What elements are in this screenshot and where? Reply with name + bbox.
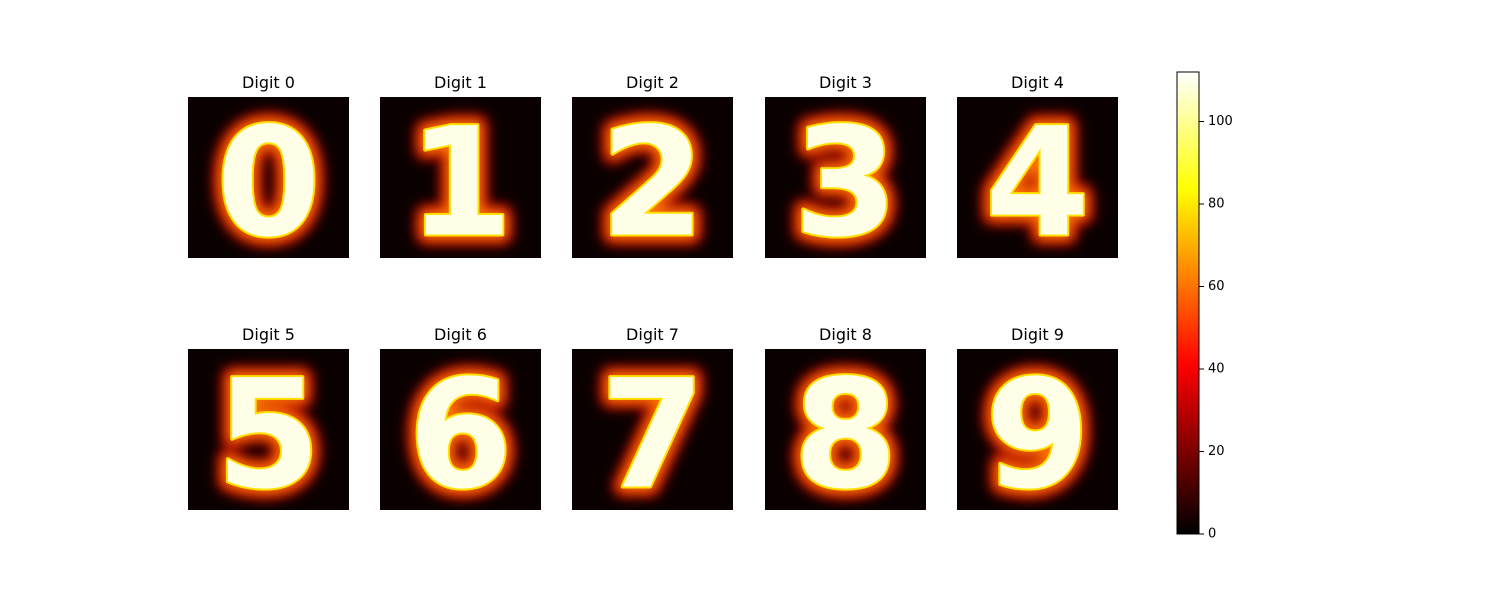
colorbar-tick-label: 60: [1208, 279, 1225, 294]
digit-glow-core: 6: [408, 349, 512, 523]
heatmap-background: [380, 349, 541, 510]
digit-glow-mid: 7: [600, 349, 704, 523]
heatmap-background: [188, 349, 349, 510]
heatmap-background: [380, 97, 541, 258]
heatmap-background: [765, 349, 926, 510]
digit-glow-mid: 1: [408, 97, 512, 271]
digit-glow-mid: 4: [985, 97, 1089, 271]
digit-glow-hot: 9: [985, 349, 1089, 523]
digit-glow-core: 7: [600, 349, 704, 523]
colorbar-gradient: [1176, 71, 1200, 535]
heatmap-background: [572, 349, 733, 510]
panel-title: Digit 8: [819, 325, 872, 344]
digit-glow-core: 4: [985, 97, 1089, 271]
digit-glow-hot: 0: [216, 97, 320, 271]
digit-glow-hot: 6: [408, 349, 512, 523]
panel-title: Digit 1: [434, 73, 487, 92]
digit-glow-hot: 7: [600, 349, 704, 523]
digit-glow-mid: 0: [216, 97, 320, 271]
digit-glow-hot: 4: [985, 97, 1089, 271]
panel-title: Digit 9: [1011, 325, 1064, 344]
digit-glow-outer: 4: [985, 97, 1089, 271]
colorbar-tick-label: 100: [1208, 114, 1233, 129]
digit-glow-outer: 6: [408, 349, 512, 523]
panel-title: Digit 3: [819, 73, 872, 92]
digit-glow-hot: 8: [793, 349, 897, 523]
digit-glow-mid: 6: [408, 349, 512, 523]
digit-glow-core: 1: [408, 97, 512, 271]
panel-title: Digit 7: [626, 325, 679, 344]
panel-title: Digit 2: [626, 73, 679, 92]
heatmap-background: [957, 349, 1118, 510]
digit-glow-outer: 2: [600, 97, 704, 271]
colorbar-ticks: 0 20 40 60 80 100: [1199, 114, 1233, 542]
panel-title: Digit 4: [1011, 73, 1064, 92]
digit-glow-hot: 3: [793, 97, 897, 271]
digit-glow-core: 5: [216, 349, 320, 523]
digit-glow-core: 0: [216, 97, 320, 271]
digit-glow-core: 8: [793, 349, 897, 523]
digit-glow-outer: 1: [408, 97, 512, 271]
digit-glow-outer: 5: [216, 349, 320, 523]
heatmap-background: [765, 97, 926, 258]
digit-glow-mid: 5: [216, 349, 320, 523]
panel-title: Digit 6: [434, 325, 487, 344]
panel-title: Digit 5: [242, 325, 295, 344]
heatmap-background: [188, 97, 349, 258]
digit-glow-hot: 5: [216, 349, 320, 523]
digit-glow-outer: 7: [600, 349, 704, 523]
digit-glow-mid: 8: [793, 349, 897, 523]
digit-glow-core: 2: [600, 97, 704, 271]
digit-glow-mid: 3: [793, 97, 897, 271]
heatmap-background: [957, 97, 1118, 258]
colorbar-tick-label: 20: [1208, 444, 1225, 459]
panel-title: Digit 0: [242, 73, 295, 92]
heatmap-background: [572, 97, 733, 258]
digit-glow-outer: 8: [793, 349, 897, 523]
digit-glow-mid: 2: [600, 97, 704, 271]
digit-glow-outer: 9: [985, 349, 1089, 523]
colorbar-tick-label: 40: [1208, 362, 1225, 377]
colorbar-tick-label: 0: [1208, 527, 1216, 542]
colorbar: 0 20 40 60 80 100: [1176, 71, 1233, 542]
digit-glow-outer: 3: [793, 97, 897, 271]
digit-glow-outer: 0: [216, 97, 320, 271]
colorbar-tick-label: 80: [1208, 197, 1225, 212]
digit-glow-core: 3: [793, 97, 897, 271]
digit-glow-mid: 9: [985, 349, 1089, 523]
digit-glow-hot: 1: [408, 97, 512, 271]
digit-glow-hot: 2: [600, 97, 704, 271]
digit-glow-core: 9: [985, 349, 1089, 523]
